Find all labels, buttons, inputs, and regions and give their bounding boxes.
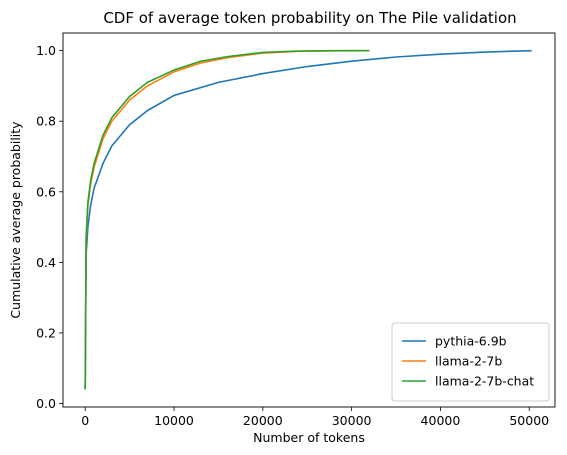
series-line-llama-2-7b-chat — [84, 49, 370, 390]
y-tick-label: 0.8 — [36, 114, 56, 129]
x-tick-label: 20000 — [243, 413, 283, 428]
legend-box — [391, 322, 550, 402]
series-line-pythia-6.9b — [84, 49, 532, 390]
y-tick-label: 0.0 — [36, 396, 56, 411]
legend-label: llama-2-7b — [435, 354, 502, 369]
chart-title: CDF of average token probability on The … — [103, 9, 516, 27]
x-tick-label: 10000 — [154, 413, 194, 428]
x-tick-label: 30000 — [332, 413, 372, 428]
x-tick-label: 0 — [81, 413, 89, 428]
x-tick-label: 50000 — [509, 413, 549, 428]
y-tick-label: 0.6 — [36, 184, 56, 199]
y-axis: 0.0 0.2 0.4 0.6 0.8 1.0 — [36, 43, 63, 411]
plot-area — [84, 49, 532, 390]
y-tick-label: 1.0 — [36, 43, 56, 58]
legend-label: llama-2-7b-chat — [435, 374, 534, 389]
plot-frame — [62, 32, 556, 408]
y-axis-label: Cumulative average probability — [8, 121, 23, 319]
legend: pythia-6.9b llama-2-7b llama-2-7b-chat — [391, 322, 550, 402]
y-tick-label: 0.4 — [36, 255, 56, 270]
series-line-llama-2-7b — [84, 49, 370, 390]
y-tick-label: 0.2 — [36, 325, 56, 340]
x-tick-label: 40000 — [421, 413, 461, 428]
x-axis: 0 10000 20000 30000 40000 50000 — [81, 407, 549, 428]
legend-label: pythia-6.9b — [435, 334, 507, 349]
x-axis-label: Number of tokens — [253, 430, 365, 445]
